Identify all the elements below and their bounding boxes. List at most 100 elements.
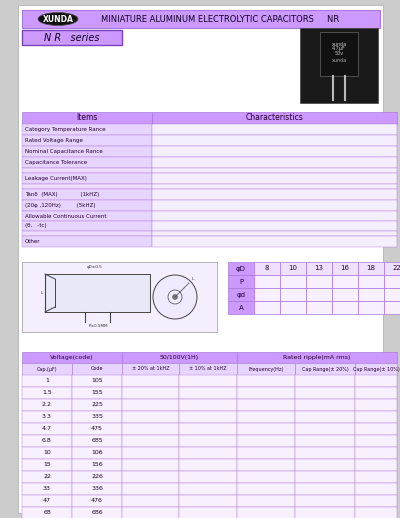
Bar: [152, 236, 397, 247]
Text: A: A: [239, 305, 243, 310]
Bar: [384, 262, 400, 275]
Bar: [22, 387, 72, 399]
Bar: [152, 221, 397, 231]
Bar: [22, 221, 152, 231]
Bar: [72, 399, 122, 411]
Bar: [122, 471, 179, 483]
Text: 10: 10: [43, 451, 51, 455]
Text: 105: 105: [91, 379, 103, 383]
Bar: [320, 32, 358, 76]
Bar: [237, 352, 397, 363]
Bar: [179, 363, 237, 375]
Bar: [72, 447, 122, 459]
Bar: [237, 387, 295, 399]
Bar: [22, 507, 72, 518]
Bar: [295, 447, 355, 459]
Bar: [22, 124, 152, 135]
Text: Nominal Capacitance Rance: Nominal Capacitance Rance: [25, 149, 103, 154]
Text: Characteristics: Characteristics: [246, 113, 303, 122]
Circle shape: [168, 290, 182, 304]
Bar: [152, 189, 397, 200]
Bar: [295, 471, 355, 483]
Text: XUNDA: XUNDA: [42, 15, 74, 23]
Bar: [254, 301, 280, 314]
Text: Voltage(code): Voltage(code): [50, 355, 94, 360]
Bar: [22, 399, 72, 411]
Bar: [254, 275, 280, 288]
Text: 4.7: 4.7: [42, 426, 52, 431]
Bar: [280, 288, 306, 301]
Bar: [72, 483, 122, 495]
Bar: [22, 146, 152, 157]
Bar: [358, 301, 384, 314]
Bar: [254, 262, 280, 275]
Bar: [152, 135, 397, 146]
Bar: [355, 363, 397, 375]
Bar: [72, 495, 122, 507]
Text: φd: φd: [236, 292, 246, 297]
Bar: [72, 423, 122, 435]
Text: 22: 22: [393, 266, 400, 271]
Bar: [122, 352, 237, 363]
Bar: [237, 507, 295, 518]
Text: 10: 10: [288, 266, 298, 271]
Bar: [22, 10, 380, 28]
Bar: [295, 423, 355, 435]
Bar: [295, 507, 355, 518]
Bar: [355, 375, 397, 387]
Bar: [295, 375, 355, 387]
Bar: [384, 301, 400, 314]
Bar: [237, 435, 295, 447]
Bar: [384, 275, 400, 288]
Text: L: L: [41, 291, 43, 295]
Bar: [306, 275, 332, 288]
Bar: [152, 184, 397, 189]
Bar: [152, 146, 397, 157]
Text: 18: 18: [366, 266, 376, 271]
Bar: [179, 483, 237, 495]
Text: Leakage Current(MAX): Leakage Current(MAX): [25, 176, 87, 181]
Text: 685: 685: [91, 439, 103, 443]
Text: 336: 336: [91, 486, 103, 492]
Bar: [280, 301, 306, 314]
Bar: [122, 375, 179, 387]
Text: 50/100V(1H): 50/100V(1H): [160, 355, 199, 360]
Text: 476: 476: [91, 498, 103, 503]
Bar: [332, 262, 358, 275]
Text: 155: 155: [91, 391, 103, 396]
Bar: [280, 275, 306, 288]
Bar: [228, 301, 254, 314]
Bar: [72, 471, 122, 483]
Bar: [22, 471, 72, 483]
Bar: [355, 483, 397, 495]
Bar: [152, 211, 397, 221]
Circle shape: [172, 295, 178, 299]
Text: 2.2: 2.2: [42, 402, 52, 408]
Bar: [355, 459, 397, 471]
Bar: [22, 459, 72, 471]
Bar: [237, 411, 295, 423]
Bar: [179, 387, 237, 399]
Bar: [332, 275, 358, 288]
Bar: [122, 459, 179, 471]
Bar: [358, 275, 384, 288]
Bar: [237, 447, 295, 459]
Text: ± 10% at 1kHZ: ± 10% at 1kHZ: [189, 367, 227, 371]
Bar: [22, 363, 72, 375]
Bar: [358, 288, 384, 301]
Text: Other: Other: [25, 239, 40, 244]
Text: 156: 156: [91, 463, 103, 468]
Text: (20φ ,120Hz)         (5kHZ): (20φ ,120Hz) (5kHZ): [25, 203, 96, 208]
Bar: [179, 447, 237, 459]
Bar: [237, 495, 295, 507]
Bar: [22, 352, 122, 363]
Bar: [237, 363, 295, 375]
Bar: [122, 387, 179, 399]
Bar: [122, 507, 179, 518]
Bar: [22, 168, 152, 173]
Bar: [72, 387, 122, 399]
Bar: [152, 173, 397, 184]
Bar: [295, 495, 355, 507]
Bar: [122, 447, 179, 459]
Bar: [22, 173, 152, 184]
